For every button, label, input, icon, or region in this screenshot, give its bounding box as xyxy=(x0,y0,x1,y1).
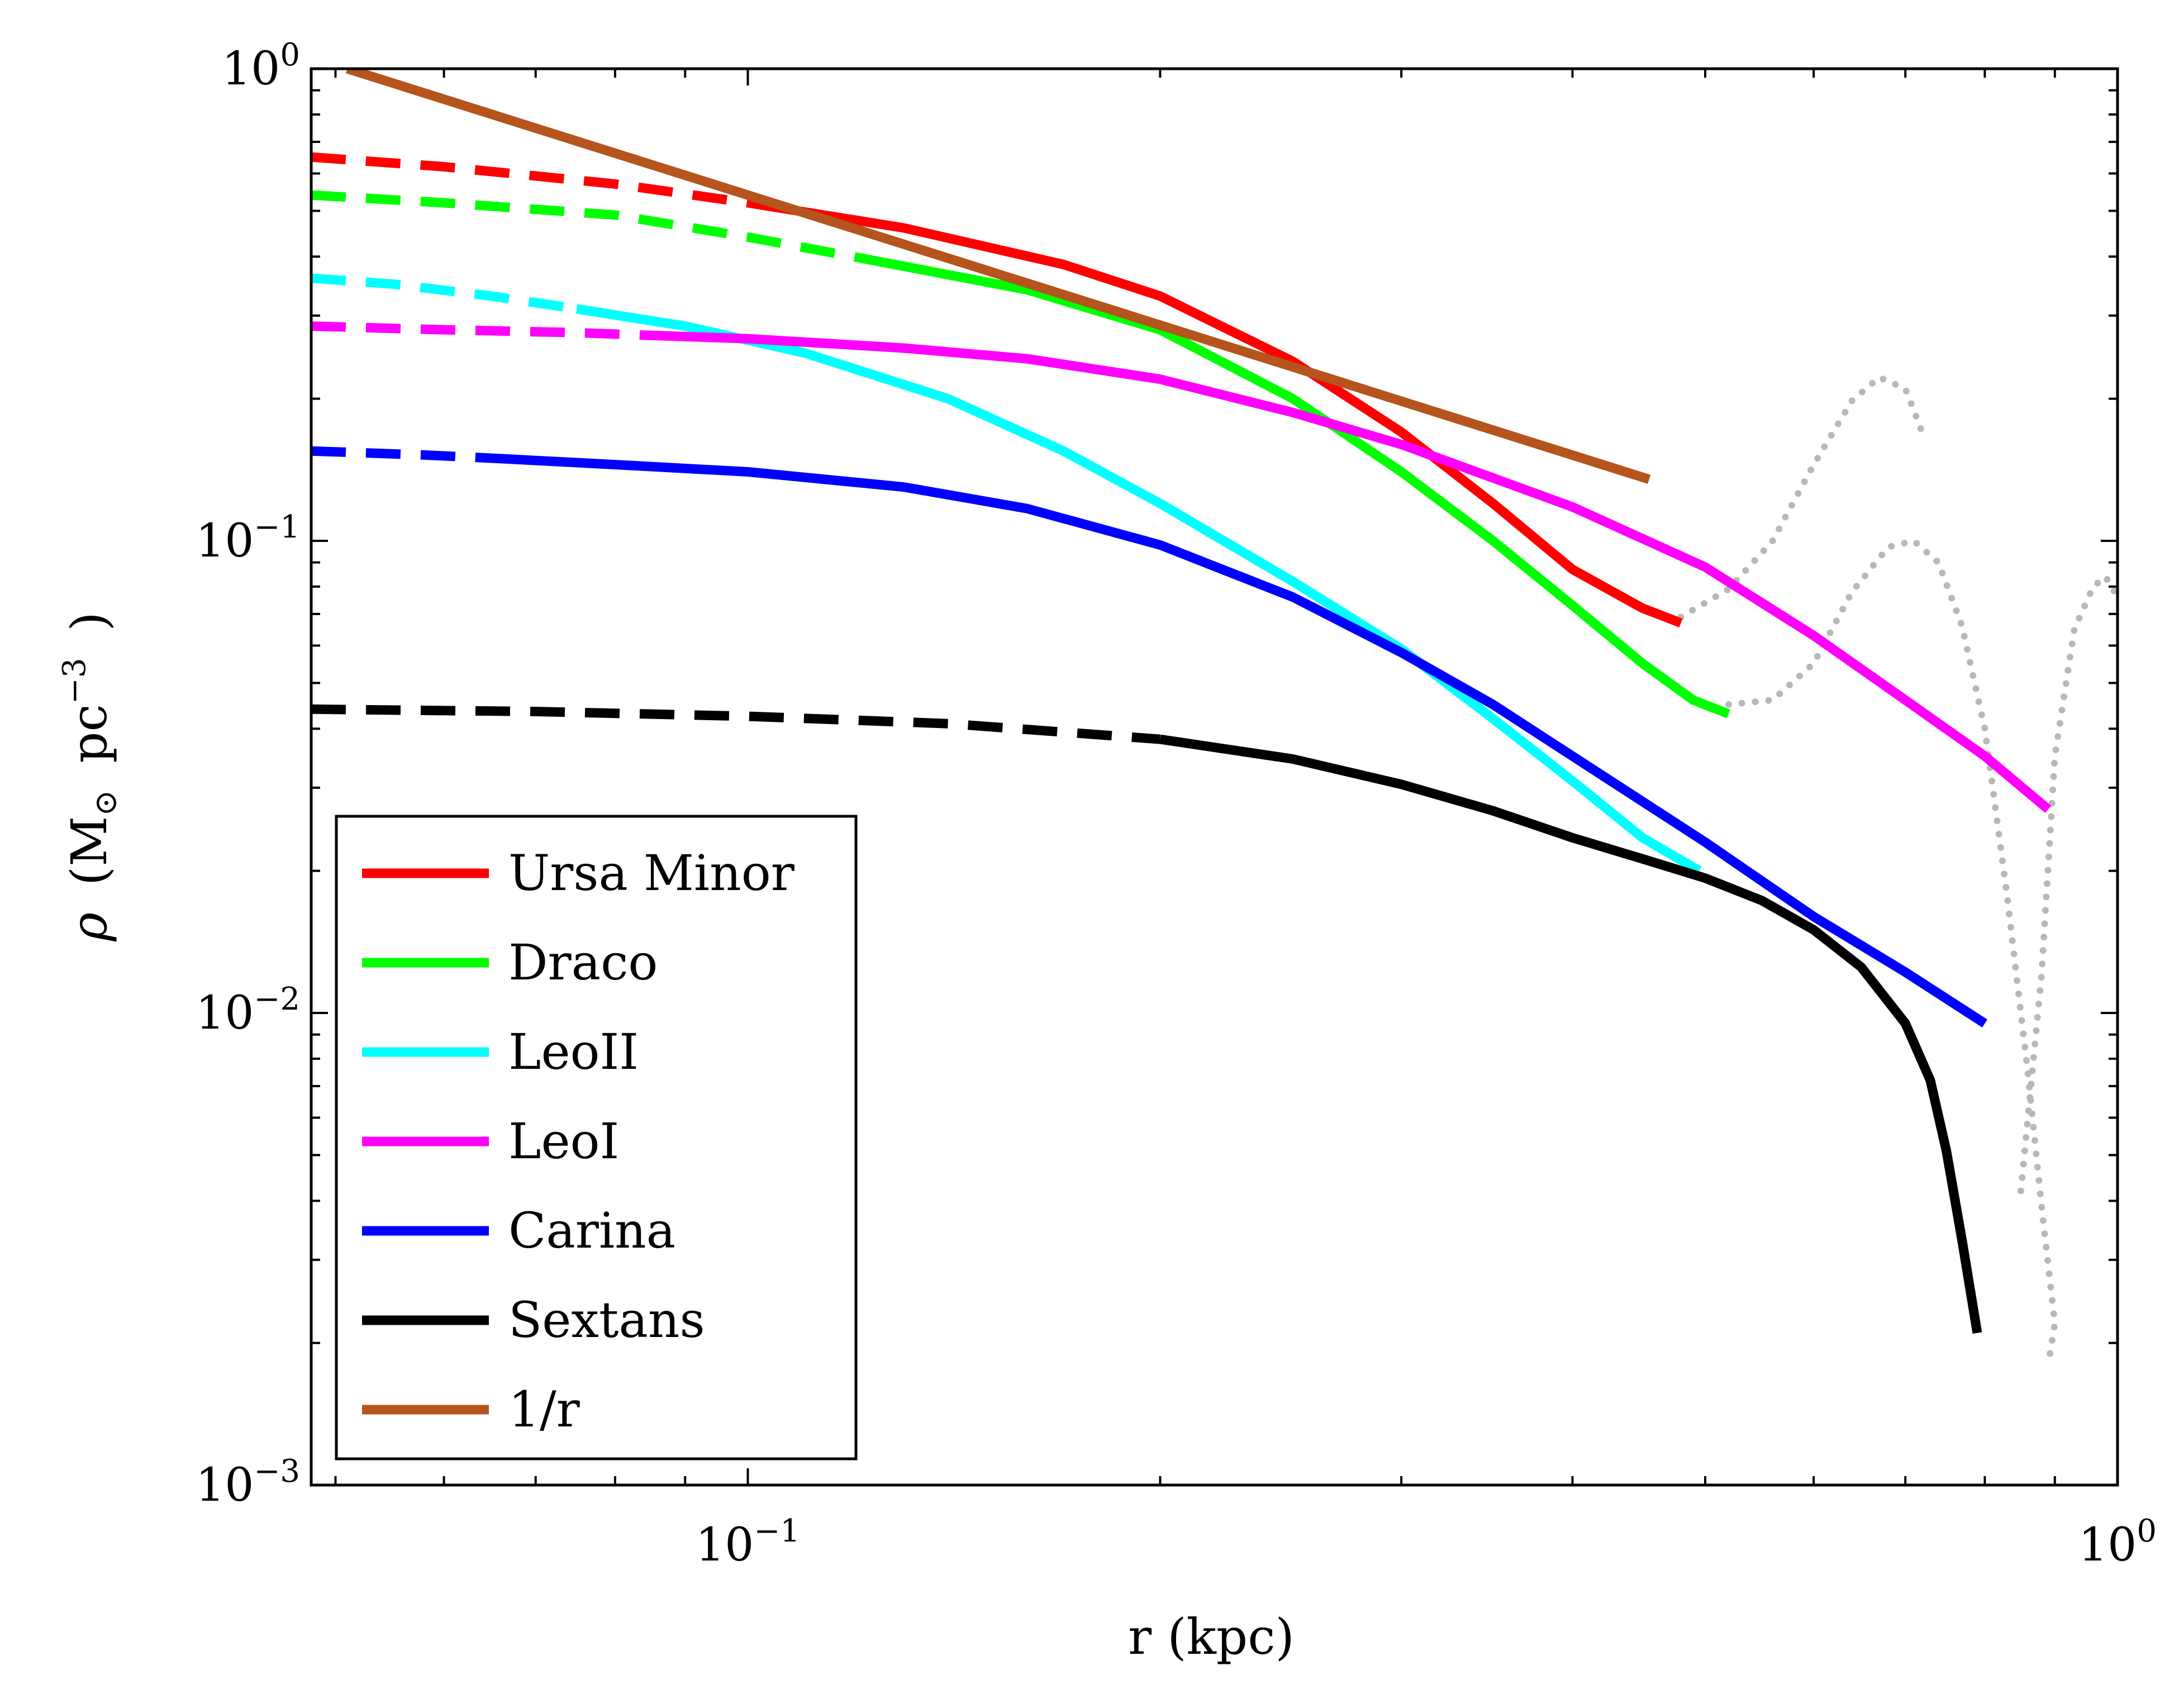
series-solid-line xyxy=(482,453,1988,1027)
legend-label: Draco xyxy=(508,934,658,991)
y-axis-msun: M xyxy=(60,816,118,867)
x-tick-label: 100 xyxy=(2078,1513,2157,1572)
y-tick-label: 10−3 xyxy=(196,1453,300,1512)
series-solid-line xyxy=(1159,734,1982,1334)
series-dashed-line xyxy=(311,704,1161,744)
legend-label: Sextans xyxy=(508,1291,705,1349)
legend: Ursa Minor Draco LeoII LeoI Carina Sextans 1/r xyxy=(335,815,858,1460)
gray-dotted-curve xyxy=(1725,537,2058,1368)
y-axis-close: ) xyxy=(60,612,118,631)
series-solid-line xyxy=(747,198,1683,627)
legend-label: LeoII xyxy=(508,1023,639,1081)
series-solid-line xyxy=(345,69,1651,484)
y-axis-sun: ⊙ xyxy=(88,790,124,816)
y-axis-title: ρ (M⊙ pc−3 ) xyxy=(39,612,128,942)
y-tick-label: 10−2 xyxy=(196,981,300,1040)
legend-label: Carina xyxy=(508,1202,675,1259)
gray-dotted-curve xyxy=(1677,373,1926,621)
tick-labels: 10−3 10−2 10−1 100 10−1 100 xyxy=(196,37,2157,1572)
y-tick-label: 10−1 xyxy=(196,509,300,568)
legend-label: 1/r xyxy=(508,1381,581,1438)
series-solid-line xyxy=(658,331,2052,813)
legend-label: LeoI xyxy=(508,1112,619,1170)
series-dashed-line xyxy=(311,321,659,341)
x-tick-label: 10−1 xyxy=(696,1513,800,1572)
series-dashed-line xyxy=(311,446,483,463)
y-axis-unit: pc xyxy=(60,704,118,763)
plot-frame xyxy=(310,67,2119,1487)
series-solid-line xyxy=(879,257,1730,719)
series-dashed-line xyxy=(311,190,882,267)
y-axis-exp: −3 xyxy=(56,658,93,705)
x-axis-title: r (kpc) xyxy=(1128,1608,1295,1666)
series-lines xyxy=(311,69,2052,1334)
y-tick-label: 100 xyxy=(222,37,300,96)
y-axis-open: ( xyxy=(60,867,118,886)
y-axis-symbol: ρ xyxy=(60,912,118,942)
legend-box xyxy=(335,815,858,1460)
series-dashed-line xyxy=(311,152,749,208)
series-solid-line xyxy=(575,304,1702,875)
gray-dotted-curve xyxy=(2018,571,2118,1195)
legend-label: Ursa Minor xyxy=(508,844,795,902)
axis-ticks xyxy=(311,68,2119,1486)
series-dashed-line xyxy=(311,273,578,314)
